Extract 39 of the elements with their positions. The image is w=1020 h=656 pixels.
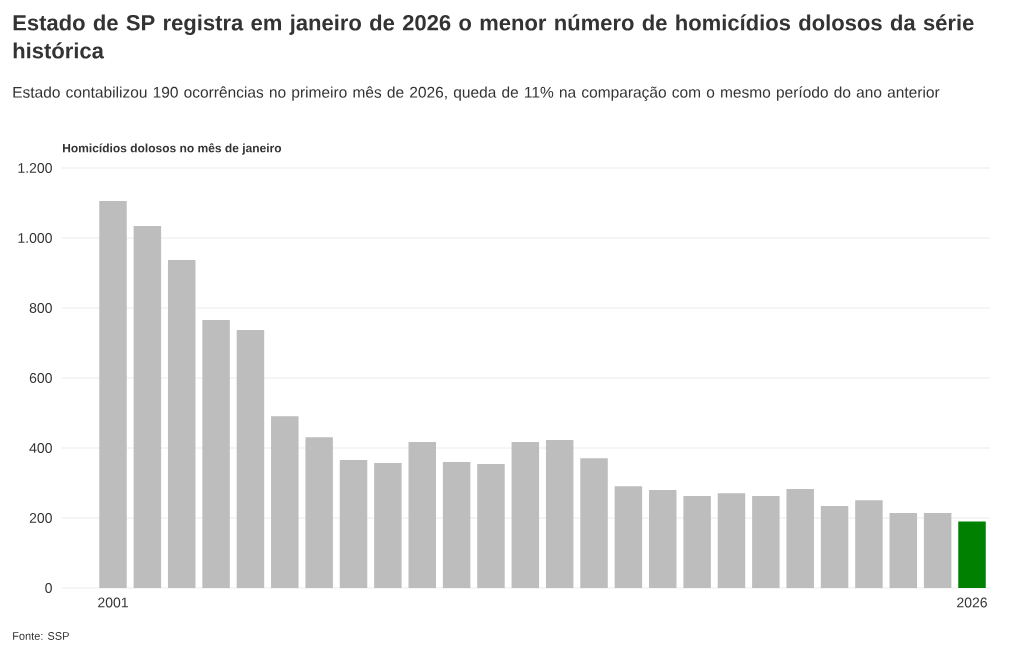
y-tick-label: 800	[29, 303, 52, 313]
bar	[545, 439, 574, 588]
bar	[511, 442, 540, 588]
bar	[99, 200, 127, 588]
bar	[649, 490, 677, 588]
bar	[374, 463, 402, 588]
chart-title: Estado de SP registra em janeiro de 2026 o menor número de homicídios dolosos da série histórica	[13, 14, 974, 59]
y-tick-label: 400	[29, 443, 52, 453]
chart-subtitle: Estado contabilizou 190 ocorrências no primeiro mês de 2026, queda de 11% na comparação com o mesmo período do ano anterior	[13, 86, 940, 101]
y-tick-label: 200	[29, 513, 52, 523]
x-tick-label: 2026	[957, 597, 987, 608]
bar	[408, 442, 436, 588]
bar	[958, 521, 986, 588]
y-tick-label: 0	[45, 583, 52, 593]
bar	[923, 513, 952, 588]
y-tick-label: 1.200	[18, 163, 52, 173]
bar	[614, 486, 643, 588]
bar	[717, 493, 746, 588]
x-tick-label: 2001	[98, 597, 128, 608]
bar	[133, 226, 162, 588]
bar	[820, 506, 849, 588]
bar	[889, 513, 918, 588]
bar	[683, 495, 711, 588]
bar	[305, 437, 333, 588]
y-tick-label: 1.000	[18, 233, 52, 243]
bar	[786, 488, 814, 588]
bar	[202, 319, 230, 588]
bar	[339, 459, 368, 588]
bar	[271, 416, 299, 588]
bar	[580, 458, 608, 588]
y-axis-title: Homicídios dolosos no mês de janeiro	[63, 143, 282, 155]
y-tick-label: 600	[29, 373, 52, 383]
bar	[442, 462, 471, 588]
bar	[752, 495, 780, 588]
bar	[855, 500, 883, 588]
source-note: Fonte: SSP	[13, 632, 69, 640]
bar	[477, 464, 505, 588]
bar	[167, 260, 196, 588]
bar	[236, 330, 265, 588]
